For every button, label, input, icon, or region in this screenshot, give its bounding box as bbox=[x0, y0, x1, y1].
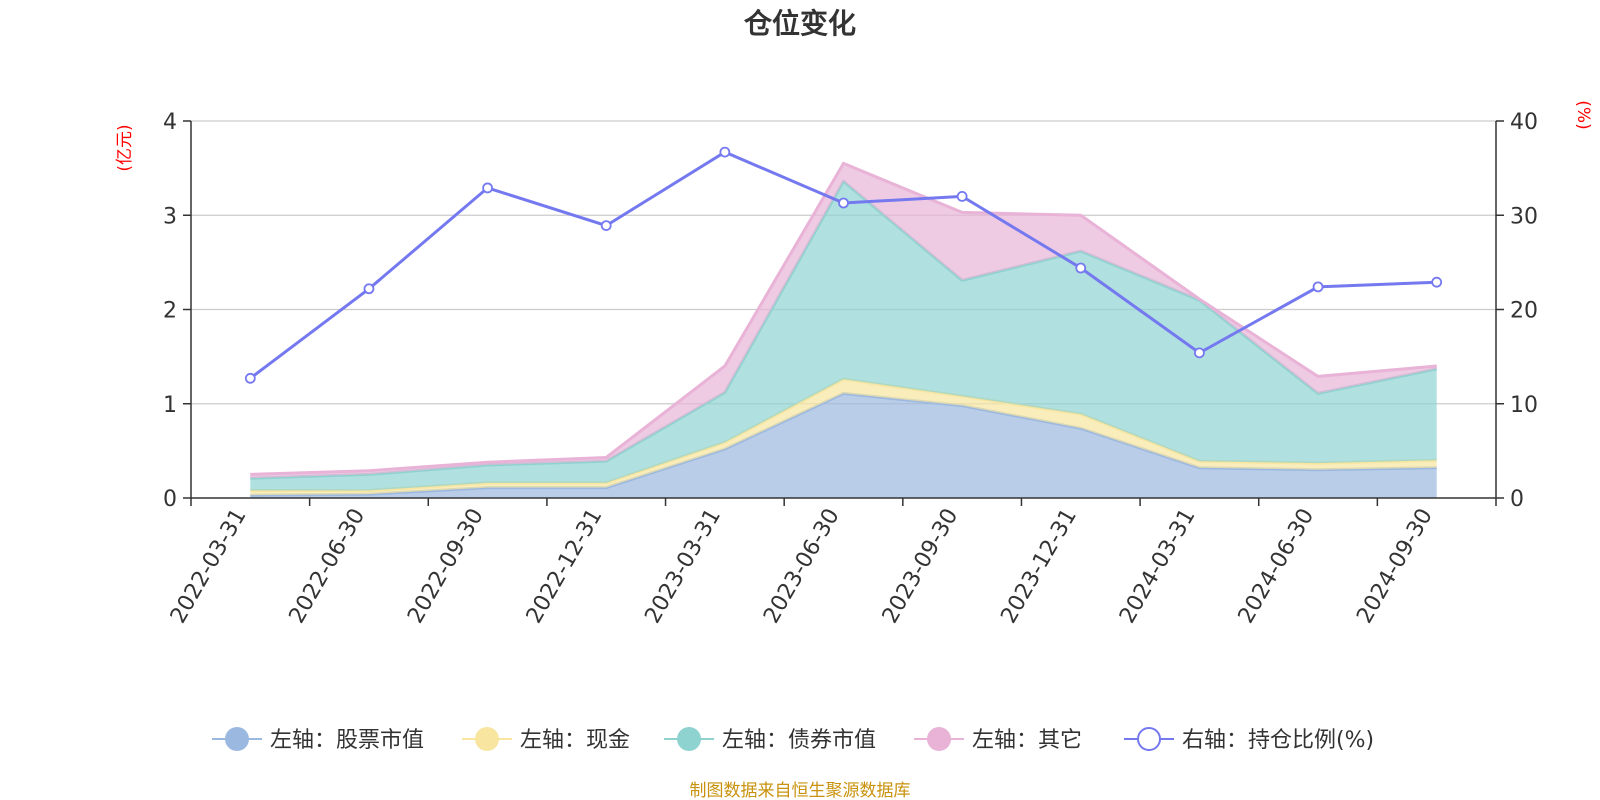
left-axis-tick-label: 4 bbox=[163, 110, 177, 135]
x-axis-tick-label: 2024-09-30 bbox=[1352, 505, 1438, 628]
line-point bbox=[363, 283, 375, 295]
area-series-edge-3 bbox=[250, 161, 1437, 476]
x-axis-tick-label: 2022-06-30 bbox=[285, 505, 371, 628]
x-axis-tick-label: 2023-06-30 bbox=[759, 505, 845, 628]
area-series-layer bbox=[250, 161, 1438, 498]
left-axis-unit: (亿元) bbox=[115, 124, 135, 171]
area-series-2 bbox=[250, 181, 1437, 491]
legend-item-2[interactable]: 左轴：债券市值 bbox=[664, 727, 876, 753]
legend-item-3[interactable]: 左轴：其它 bbox=[914, 727, 1082, 753]
x-axis-tick-label: 2024-06-30 bbox=[1234, 505, 1320, 628]
right-axis-tick-label: 10 bbox=[1510, 393, 1538, 418]
legend-marker-icon bbox=[225, 727, 249, 751]
chart-title: 仓位变化 bbox=[744, 7, 856, 40]
x-axis-tick-label: 2024-03-31 bbox=[1115, 505, 1201, 628]
right-axis-tick-label: 40 bbox=[1510, 110, 1538, 135]
line-point bbox=[1075, 262, 1087, 274]
legend-marker-icon bbox=[927, 727, 951, 751]
x-axis-tick-label: 2023-03-31 bbox=[640, 505, 726, 628]
x-axis-tick-label: 2023-09-30 bbox=[878, 505, 964, 628]
legend-marker-icon bbox=[677, 727, 701, 751]
legend-label: 左轴：债券市值 bbox=[722, 728, 876, 753]
legend-label: 右轴：持仓比例(%) bbox=[1182, 728, 1374, 753]
line-point bbox=[1312, 281, 1324, 293]
legend: 左轴：股票市值 左轴：现金 左轴：债券市值 左轴：其它 右轴：持仓比例(%) bbox=[212, 727, 1374, 753]
legend-label: 左轴：现金 bbox=[520, 728, 630, 753]
line-point bbox=[482, 182, 493, 194]
left-axis-tick-label: 0 bbox=[163, 487, 177, 512]
legend-label: 左轴：其它 bbox=[972, 728, 1082, 753]
right-axis-tick-label: 0 bbox=[1510, 487, 1524, 512]
right-axis-tick-label: 30 bbox=[1510, 204, 1538, 229]
line-point bbox=[244, 372, 256, 384]
line-point bbox=[838, 197, 849, 209]
legend-marker-icon bbox=[1137, 727, 1161, 751]
left-axis-tick-label: 2 bbox=[163, 299, 177, 324]
x-axis-tick-label: 2022-12-31 bbox=[522, 505, 608, 628]
legend-marker-icon bbox=[475, 727, 499, 751]
right-axis-unit: (%) bbox=[1573, 100, 1593, 129]
area-series-0 bbox=[250, 393, 1437, 498]
x-axis-tick-label: 2023-12-31 bbox=[996, 505, 1082, 628]
line-point bbox=[719, 146, 731, 158]
line-point bbox=[600, 220, 612, 232]
source-note: 制图数据来自恒生聚源数据库 bbox=[690, 781, 911, 800]
x-axis-tick-label: 2022-09-30 bbox=[403, 505, 489, 628]
line-point bbox=[956, 190, 968, 202]
right-axis-tick-label: 20 bbox=[1510, 299, 1538, 324]
line-point bbox=[1431, 276, 1443, 288]
legend-item-4[interactable]: 右轴：持仓比例(%) bbox=[1124, 727, 1374, 753]
legend-item-0[interactable]: 左轴：股票市值 bbox=[212, 727, 424, 753]
x-axis-tick-label: 2022-03-31 bbox=[166, 505, 252, 628]
legend-item-1[interactable]: 左轴：现金 bbox=[462, 727, 630, 753]
legend-label: 左轴：股票市值 bbox=[270, 728, 424, 753]
line-point bbox=[1194, 347, 1205, 359]
line-series-layer bbox=[244, 146, 1443, 384]
left-axis-tick-label: 1 bbox=[163, 393, 177, 418]
left-axis-tick-label: 3 bbox=[163, 204, 177, 229]
